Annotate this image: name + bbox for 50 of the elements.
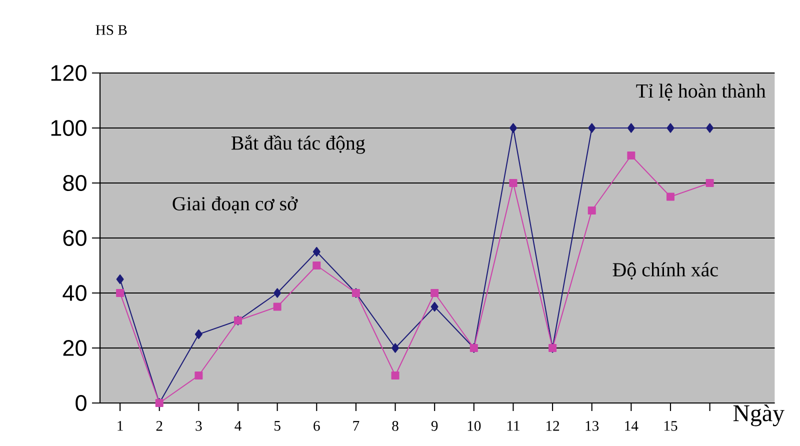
point bbox=[392, 343, 400, 353]
point bbox=[706, 123, 714, 133]
point bbox=[194, 329, 202, 340]
point bbox=[666, 123, 674, 133]
series-label: Tỉ lệ hoàn thành bbox=[636, 84, 766, 101]
point bbox=[430, 288, 439, 297]
x-tick-label: 6 bbox=[314, 421, 320, 431]
x-tick-label: 4 bbox=[234, 421, 242, 431]
point bbox=[706, 178, 714, 187]
point bbox=[312, 246, 320, 257]
point bbox=[509, 123, 517, 133]
series-label: Độ chính xác bbox=[612, 262, 718, 280]
annotation: Giai đoạn cơ sở bbox=[172, 196, 298, 214]
point bbox=[116, 288, 124, 297]
x-tick-label: 5 bbox=[274, 421, 280, 431]
x-tick-label: 2 bbox=[156, 421, 162, 431]
x-tick-label: 7 bbox=[353, 421, 360, 431]
y-axis-title: HS B bbox=[96, 25, 127, 35]
x-tick-label: 10 bbox=[468, 421, 481, 431]
x-axis-title: Ngày bbox=[733, 404, 784, 426]
y-tick-label: 120 bbox=[51, 65, 86, 81]
y-tick-label: 100 bbox=[51, 120, 86, 136]
x-tick-label: 1 bbox=[118, 421, 123, 431]
x-tick-label: 13 bbox=[586, 421, 599, 431]
y-tick-label: 20 bbox=[63, 340, 86, 356]
annotation: Bắt đầu tác động bbox=[231, 135, 365, 154]
y-tick-label: 60 bbox=[63, 230, 86, 246]
point bbox=[391, 371, 400, 380]
point bbox=[588, 206, 596, 214]
point bbox=[627, 151, 636, 160]
point bbox=[312, 261, 321, 270]
point bbox=[273, 302, 282, 311]
point bbox=[274, 288, 282, 298]
x-tick-label: 12 bbox=[546, 421, 560, 431]
x-tick-label: 15 bbox=[664, 421, 678, 431]
point bbox=[666, 192, 674, 201]
x-tick-label: 11 bbox=[507, 421, 520, 431]
y-tick-label: 80 bbox=[63, 175, 86, 191]
point bbox=[116, 274, 124, 284]
x-tick-label: 14 bbox=[625, 421, 638, 431]
point bbox=[430, 302, 438, 312]
point bbox=[194, 371, 203, 380]
point bbox=[627, 123, 635, 133]
x-tick-label: 3 bbox=[196, 421, 202, 431]
y-tick-label: 40 bbox=[62, 285, 86, 302]
y-tick-label: 0 bbox=[76, 395, 86, 411]
x-tick-label: 8 bbox=[392, 421, 398, 431]
point bbox=[588, 123, 596, 133]
point bbox=[509, 178, 518, 187]
x-tick-label: 9 bbox=[431, 421, 438, 431]
